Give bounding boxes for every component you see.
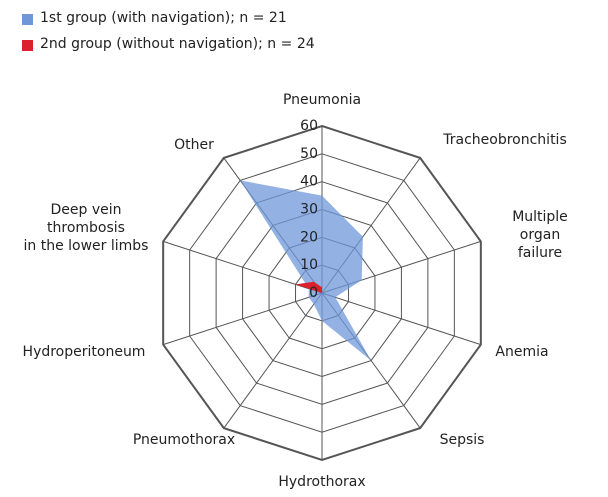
r-tick-label: 0 <box>309 285 318 301</box>
spoke <box>223 292 323 429</box>
r-tick-label: 10 <box>300 257 318 273</box>
spoke <box>321 292 481 346</box>
category-label: Pneumonia <box>282 92 362 108</box>
r-tick-label: 40 <box>300 174 318 190</box>
series-area <box>240 180 372 361</box>
r-tick-label: 20 <box>300 229 318 245</box>
legend-swatch <box>22 14 33 25</box>
category-label: Anemia <box>495 344 549 360</box>
series-area <box>295 281 322 293</box>
category-label: Pneumothorax <box>132 432 236 448</box>
spoke <box>163 292 323 346</box>
legend-label: 2nd group (without navigation); n = 24 <box>40 36 315 52</box>
r-tick-label: 50 <box>300 146 318 162</box>
category-label: Deep vein thrombosis in the lower limbs <box>23 202 149 254</box>
category-label: Hydrothorax <box>278 474 366 490</box>
legend-label: 1st group (with navigation); n = 21 <box>40 10 287 26</box>
category-label: Other <box>174 137 214 153</box>
r-tick-label: 30 <box>300 202 318 218</box>
category-label: Sepsis <box>439 432 485 448</box>
category-label: Tracheobronchitis <box>443 132 567 148</box>
category-label: Hydroperitoneum <box>22 344 146 360</box>
r-tick-label: 60 <box>300 118 318 134</box>
legend-swatch <box>22 40 33 51</box>
category-label: Multiple organ failure <box>512 209 568 261</box>
